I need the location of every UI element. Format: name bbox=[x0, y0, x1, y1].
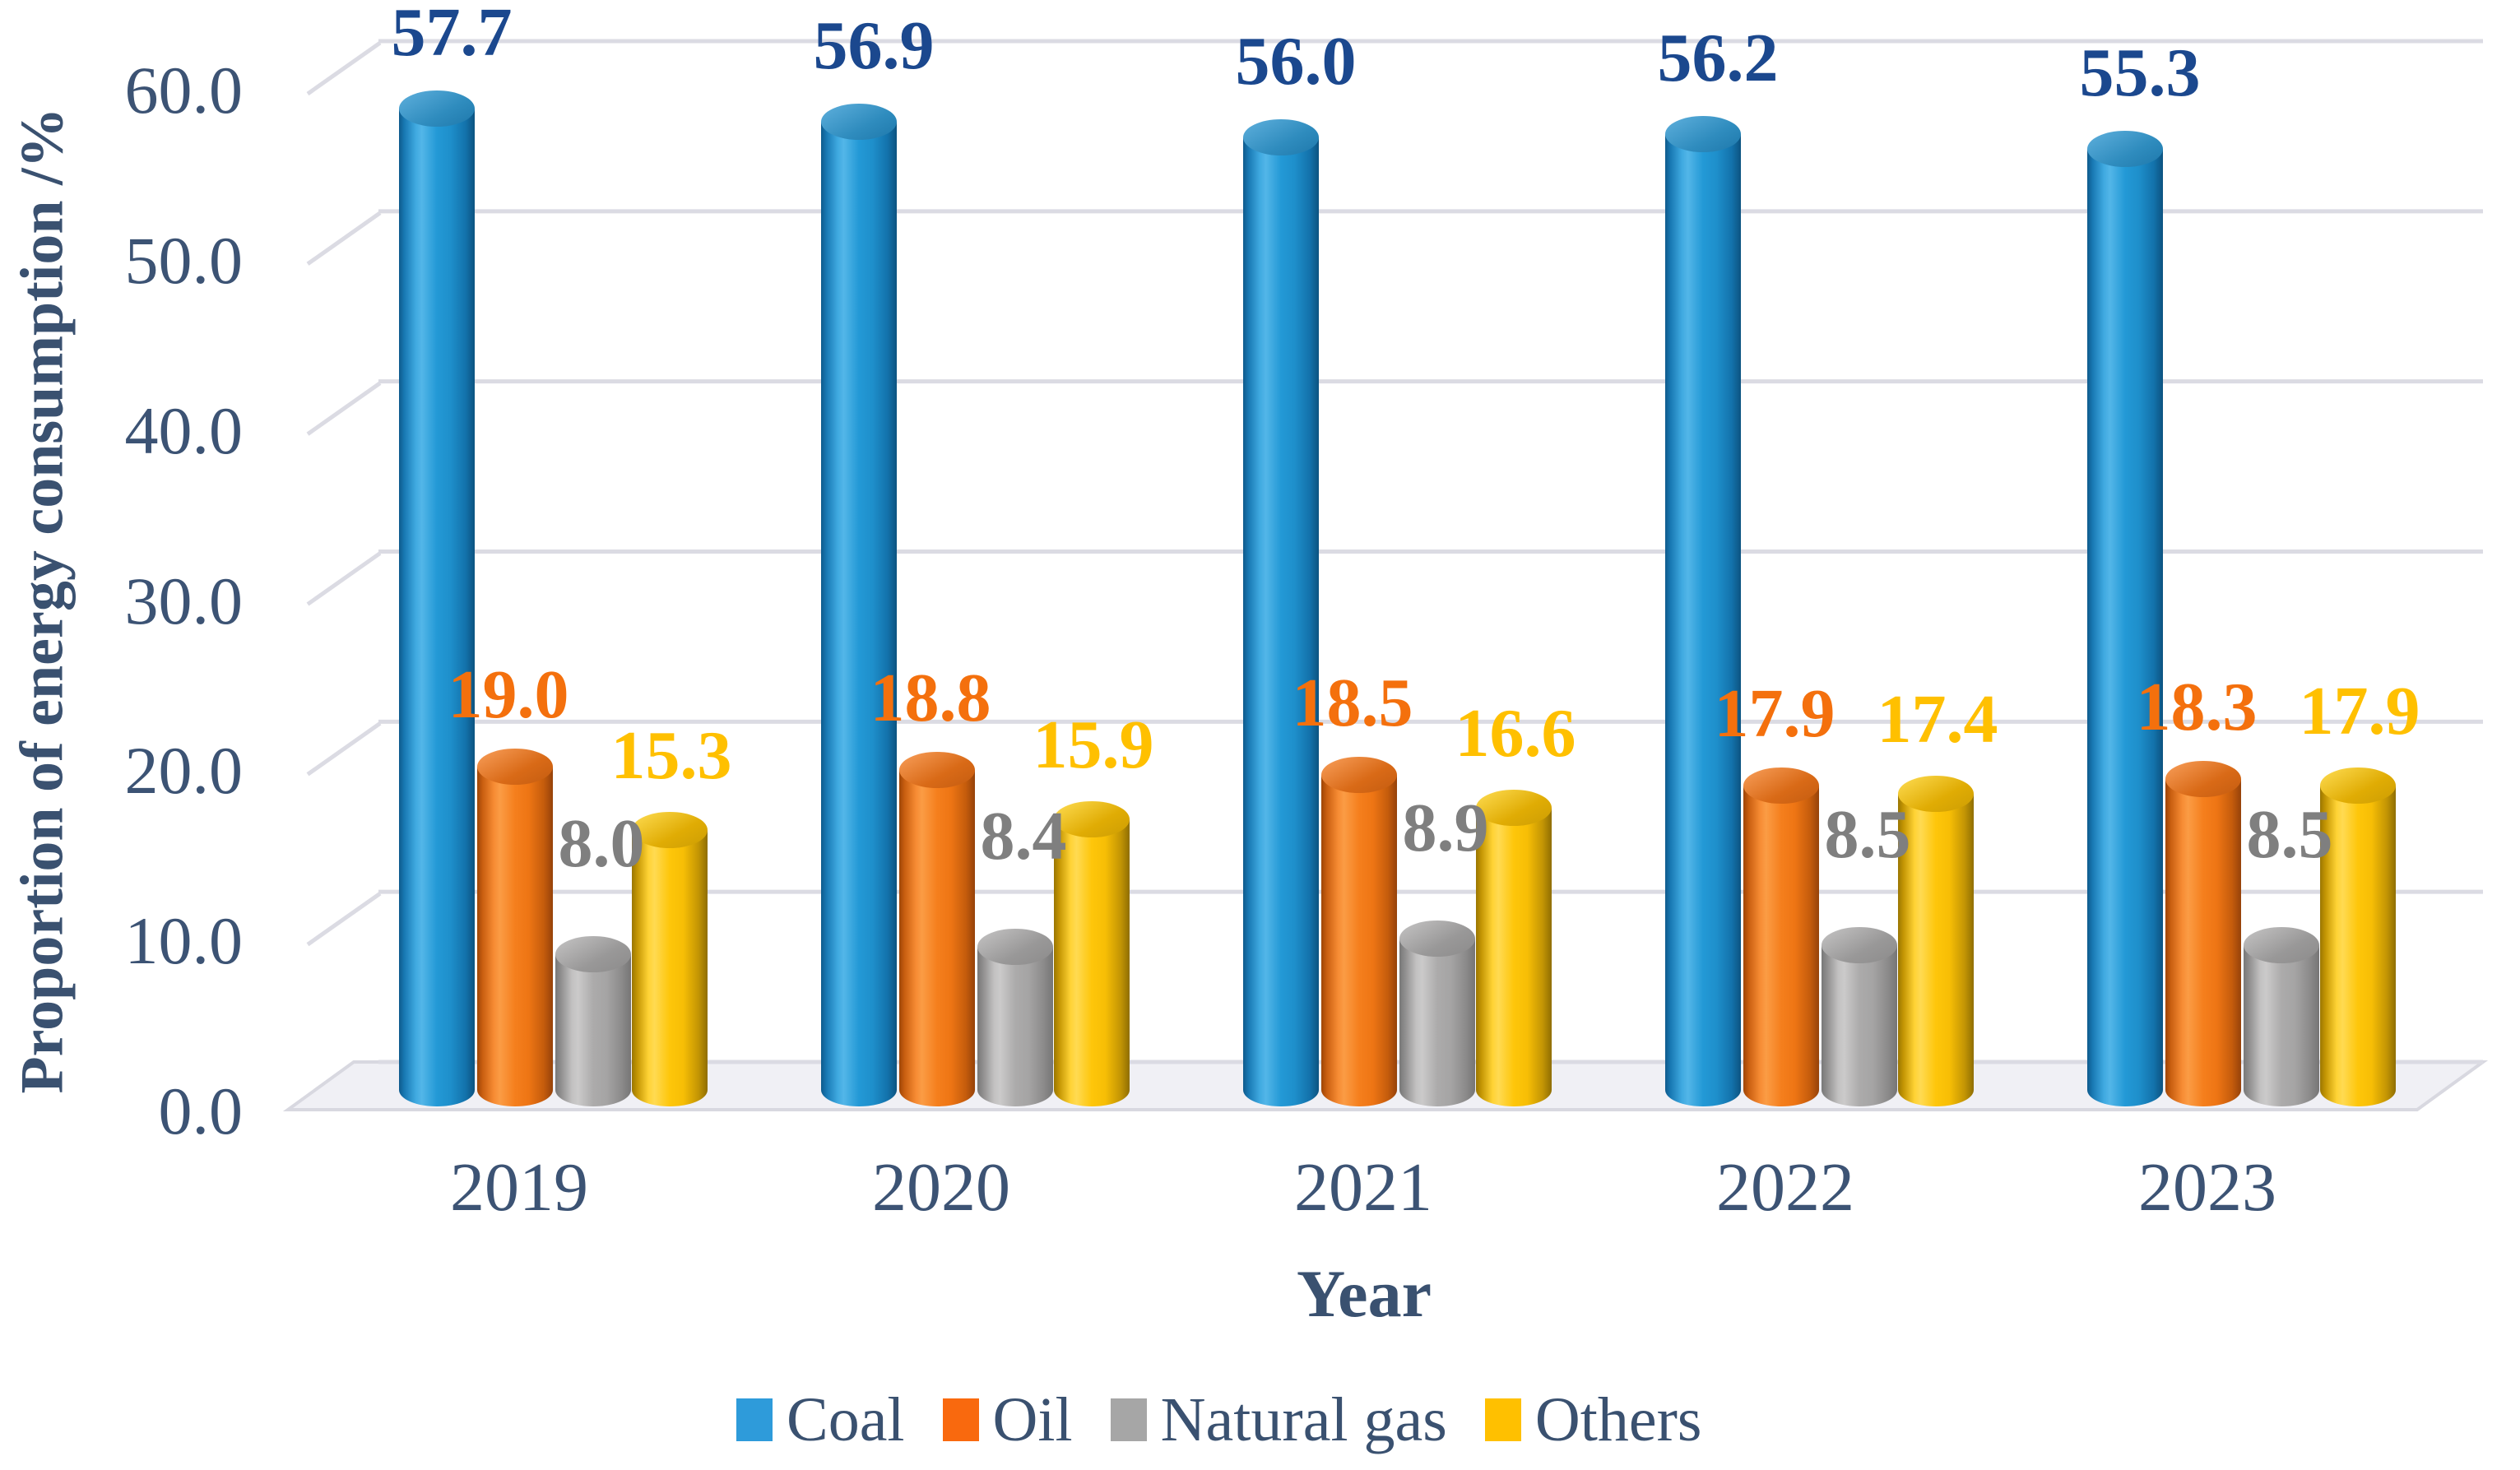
value-label-coal-2020: 56.9 bbox=[813, 7, 935, 85]
cylinder-top-others-2023 bbox=[2320, 767, 2396, 804]
value-label-others-2021: 16.6 bbox=[1455, 694, 1576, 772]
value-label-natural-gas-2023: 8.5 bbox=[2246, 796, 2333, 874]
legend-item-oil: Oil bbox=[942, 1385, 1073, 1454]
y-tick-label-50.0: 50.0 bbox=[124, 222, 244, 298]
value-label-coal-2023: 55.3 bbox=[2079, 35, 2201, 112]
cylinder-top-coal-2023 bbox=[2087, 131, 2163, 168]
y-tick-label-60.0: 60.0 bbox=[124, 53, 244, 128]
cylinder-natural-gas-2022 bbox=[1822, 945, 1897, 1106]
gridline-depth-connector bbox=[306, 551, 382, 606]
gridline-depth-connector bbox=[306, 381, 382, 436]
cylinder-top-oil-2023 bbox=[2165, 760, 2241, 797]
y-tick-label-10.0: 10.0 bbox=[124, 903, 244, 979]
cylinder-coal-2022 bbox=[1665, 133, 1741, 1106]
y-tick-label-30.0: 30.0 bbox=[124, 563, 244, 638]
legend: Coal Oil Natural gas Others bbox=[736, 1389, 1702, 1451]
cylinder-natural-gas-2019 bbox=[555, 953, 631, 1106]
legend-swatch-coal bbox=[736, 1398, 773, 1441]
cylinder-top-natural-gas-2020 bbox=[977, 929, 1053, 966]
legend-label-oil: Oil bbox=[992, 1385, 1073, 1454]
cylinder-top-others-2019 bbox=[632, 811, 708, 848]
value-label-oil-2021: 18.5 bbox=[1292, 665, 1413, 742]
cylinder-others-2021 bbox=[1476, 807, 1552, 1106]
y-tick-label-20.0: 20.0 bbox=[124, 733, 244, 809]
value-label-oil-2023: 18.3 bbox=[2136, 668, 2258, 745]
cylinder-top-oil-2019 bbox=[477, 749, 553, 786]
cylinder-oil-2019 bbox=[477, 767, 553, 1106]
legend-label-coal: Coal bbox=[787, 1385, 905, 1454]
cylinder-coal-2023 bbox=[2087, 149, 2163, 1106]
cylinder-top-others-2022 bbox=[1898, 776, 1974, 813]
value-label-oil-2019: 19.0 bbox=[448, 656, 569, 734]
value-label-others-2020: 15.9 bbox=[1033, 707, 1154, 784]
x-category-label-2020: 2020 bbox=[872, 1149, 1010, 1226]
cylinder-top-coal-2021 bbox=[1243, 118, 1319, 155]
cylinder-top-oil-2021 bbox=[1321, 757, 1397, 794]
cylinder-natural-gas-2023 bbox=[2244, 945, 2319, 1106]
cylinder-oil-2022 bbox=[1743, 785, 1819, 1106]
y-tick-label-40.0: 40.0 bbox=[124, 392, 244, 468]
cylinder-others-2020 bbox=[1054, 819, 1130, 1106]
cylinder-top-natural-gas-2022 bbox=[1822, 927, 1897, 964]
cylinder-natural-gas-2020 bbox=[977, 947, 1053, 1106]
cylinder-top-oil-2022 bbox=[1743, 767, 1819, 804]
value-label-natural-gas-2022: 8.5 bbox=[1824, 796, 1911, 874]
gridline-depth-connector bbox=[306, 892, 382, 947]
x-category-label-2021: 2021 bbox=[1294, 1149, 1432, 1226]
value-label-natural-gas-2019: 8.0 bbox=[558, 805, 645, 882]
value-label-natural-gas-2020: 8.4 bbox=[980, 798, 1067, 875]
cylinder-top-others-2020 bbox=[1054, 801, 1130, 838]
cylinder-top-coal-2019 bbox=[399, 90, 475, 127]
cylinder-others-2023 bbox=[2320, 785, 2396, 1106]
legend-item-natural-gas: Natural gas bbox=[1110, 1385, 1447, 1454]
cylinder-top-oil-2020 bbox=[899, 752, 975, 789]
legend-item-coal: Coal bbox=[736, 1389, 905, 1451]
legend-label-others: Others bbox=[1534, 1385, 1702, 1454]
cylinder-top-natural-gas-2021 bbox=[1399, 920, 1475, 957]
legend-swatch-natural-gas bbox=[1110, 1398, 1147, 1441]
cylinder-top-coal-2020 bbox=[821, 104, 897, 141]
value-label-coal-2022: 56.2 bbox=[1657, 19, 1779, 96]
cylinder-coal-2019 bbox=[399, 108, 475, 1106]
x-category-label-2019: 2019 bbox=[450, 1149, 588, 1226]
cylinder-oil-2021 bbox=[1321, 775, 1397, 1106]
x-category-label-2023: 2023 bbox=[2138, 1149, 2276, 1226]
value-label-others-2023: 17.9 bbox=[2299, 672, 2420, 749]
cylinder-top-natural-gas-2023 bbox=[2244, 927, 2319, 964]
cylinder-top-natural-gas-2019 bbox=[555, 935, 631, 972]
value-label-coal-2021: 56.0 bbox=[1235, 22, 1357, 100]
gridline-depth-connector bbox=[306, 211, 382, 266]
legend-swatch-others bbox=[1484, 1398, 1521, 1441]
cylinder-others-2019 bbox=[632, 829, 708, 1106]
value-label-coal-2019: 57.7 bbox=[391, 0, 513, 71]
x-axis-title: Year bbox=[1297, 1256, 1432, 1331]
value-label-oil-2022: 17.9 bbox=[1714, 675, 1835, 752]
cylinder-oil-2023 bbox=[2165, 778, 2241, 1106]
cylinder-coal-2021 bbox=[1243, 137, 1319, 1106]
legend-swatch-oil bbox=[942, 1398, 979, 1441]
x-category-label-2022: 2022 bbox=[1716, 1149, 1854, 1226]
cylinder-top-others-2021 bbox=[1476, 789, 1552, 826]
cylinder-oil-2020 bbox=[899, 770, 975, 1106]
value-label-natural-gas-2021: 8.9 bbox=[1402, 789, 1489, 866]
legend-item-others: Others bbox=[1484, 1385, 1702, 1454]
y-tick-label-0.0: 0.0 bbox=[158, 1074, 244, 1148]
cylinder-coal-2020 bbox=[821, 122, 897, 1106]
cylinder-natural-gas-2021 bbox=[1399, 938, 1475, 1106]
cylinder-others-2022 bbox=[1898, 794, 1974, 1106]
cylinder-top-coal-2022 bbox=[1665, 115, 1741, 152]
value-label-others-2022: 17.4 bbox=[1877, 681, 1998, 758]
legend-label-natural-gas: Natural gas bbox=[1160, 1385, 1447, 1454]
gridline-depth-connector bbox=[306, 721, 382, 777]
value-label-others-2019: 15.3 bbox=[610, 716, 732, 794]
